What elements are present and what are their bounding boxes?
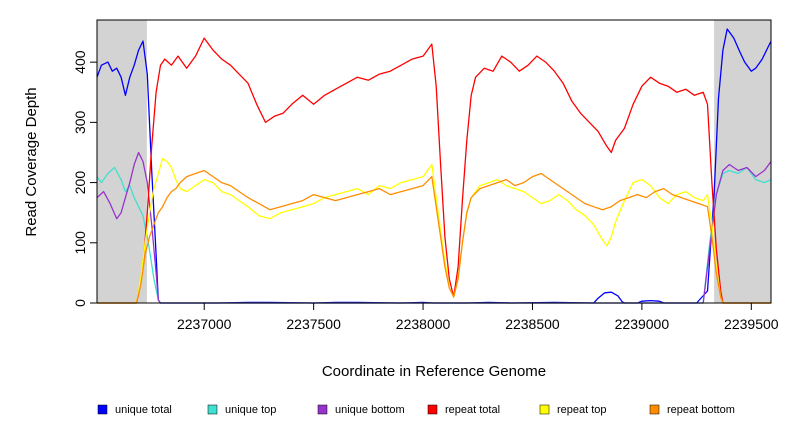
y-axis-title: Read Coverage Depth [23, 87, 40, 236]
legend-label-repeat-bottom: repeat bottom [667, 404, 735, 416]
legend-label-repeat-total: repeat total [445, 404, 500, 416]
series-line-unique-top [96, 166, 772, 304]
legend-swatch-unique-top [207, 404, 218, 415]
legend-swatch-repeat-top [539, 404, 550, 415]
y-tick-label: 200 [72, 171, 88, 195]
x-axis-title: Coordinate in Reference Genome [322, 363, 546, 380]
series-lines [96, 28, 772, 304]
legend-swatch-unique-bottom [317, 404, 328, 415]
legend-swatch-unique-total [97, 404, 108, 415]
shaded-region-1 [714, 20, 771, 303]
shaded-region-0 [97, 20, 147, 303]
x-tick-label: 2238000 [396, 316, 451, 332]
legend-swatch-repeat-bottom [649, 404, 660, 415]
x-tick-label: 2239500 [724, 316, 779, 332]
plot-frame [96, 19, 772, 304]
y-tick-label: 400 [72, 50, 88, 74]
legend-label-unique-top: unique top [225, 404, 276, 416]
x-tick-label: 2239000 [615, 316, 670, 332]
legend-label-unique-bottom: unique bottom [335, 404, 405, 416]
legend-label-unique-total: unique total [115, 404, 172, 416]
legend-swatch-repeat-total [427, 404, 438, 415]
y-tick-label: 100 [72, 231, 88, 255]
x-tick-label: 2237500 [286, 316, 341, 332]
legend-label-repeat-top: repeat top [557, 404, 607, 416]
series-line-repeat-bottom [97, 169, 771, 304]
y-axis: 0 100 200 300 400 [72, 50, 97, 307]
y-tick-label: 0 [72, 299, 88, 307]
x-tick-label: 2238500 [505, 316, 560, 332]
x-axis: 2237000 2237500 2238000 2238500 2239000 22395… [177, 303, 779, 332]
y-tick-label: 300 [72, 110, 88, 134]
series-line-repeat-top [97, 157, 771, 304]
series-line-repeat-total [97, 37, 771, 304]
x-tick-label: 2237000 [177, 316, 232, 332]
legend: unique total unique top unique bottom repea… [97, 404, 735, 416]
shaded-regions [97, 20, 771, 303]
series-line-unique-bottom [96, 151, 772, 304]
